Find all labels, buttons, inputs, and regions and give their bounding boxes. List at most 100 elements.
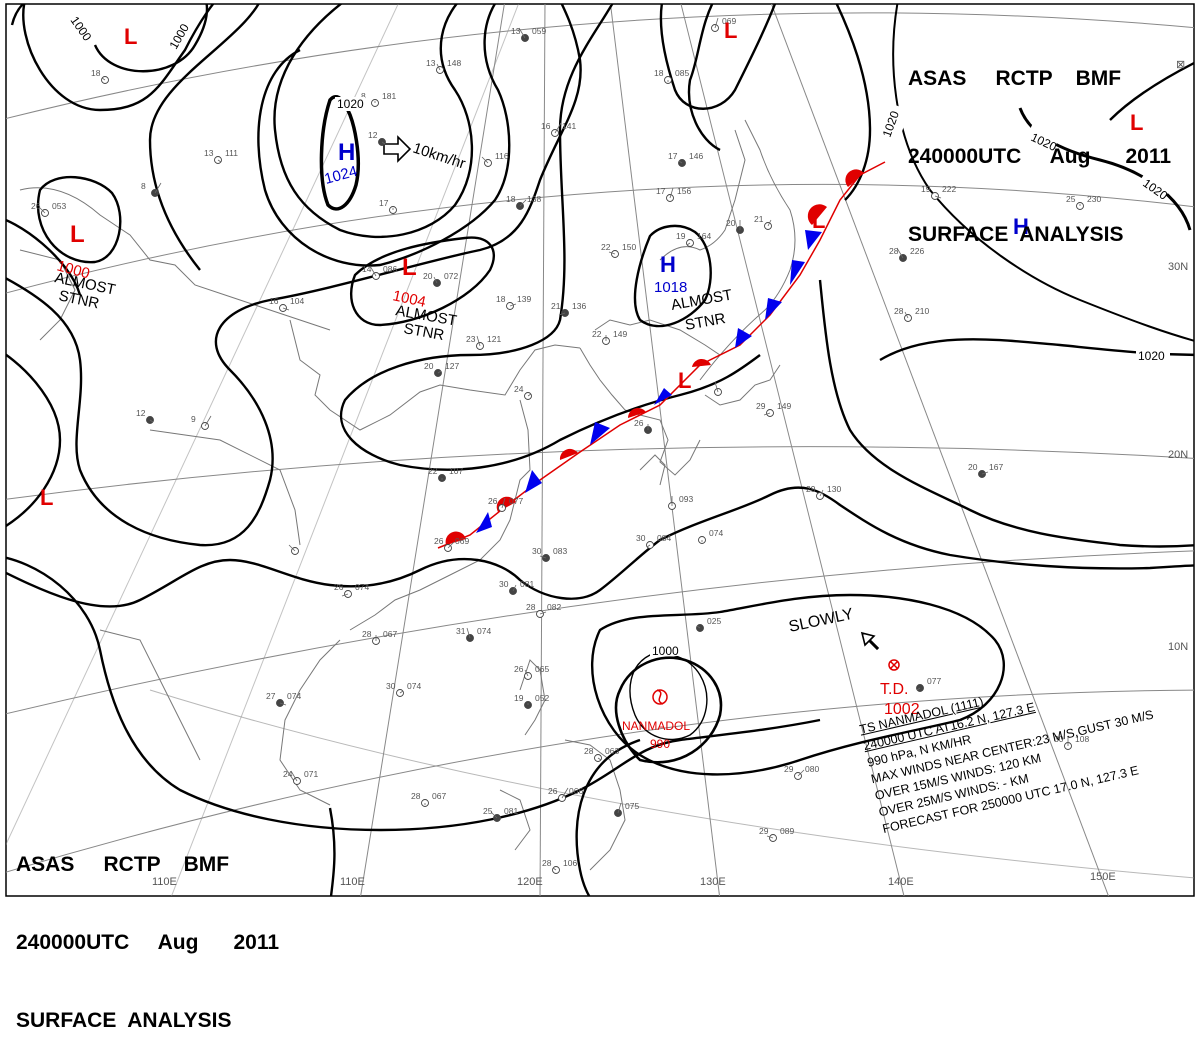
station-temperature: 30	[386, 681, 396, 691]
ts-name: NANMADOL	[622, 719, 690, 733]
station-pressure: 067	[383, 629, 397, 639]
station-pressure: 138	[527, 194, 541, 204]
station-plot: 21 136	[551, 301, 586, 317]
lon-label: 150E	[1090, 871, 1116, 883]
station-temperature: 23	[466, 334, 476, 344]
isobar-label: 1020	[1138, 349, 1165, 363]
station-pressure: 077	[927, 676, 941, 686]
station-plot: 19 222	[921, 184, 956, 200]
wind-barb	[447, 541, 455, 549]
station-pressure: 077	[509, 496, 523, 506]
graticule	[6, 4, 1194, 896]
station-plot: 30 074	[386, 681, 421, 697]
station-plot: 19 052	[514, 693, 549, 709]
wind-barb	[476, 335, 481, 347]
high-letter: H	[338, 139, 355, 166]
wind-barb	[490, 811, 498, 819]
station-plot: 077	[916, 676, 941, 692]
station-plot: 18 139	[496, 294, 531, 310]
station-temperature: 28	[894, 306, 904, 316]
station-pressure: 121	[487, 334, 501, 344]
station-pressure: 085	[675, 68, 689, 78]
station-plot: 093	[668, 494, 693, 510]
station-temperature: 18	[496, 294, 506, 304]
station-plot: 28 210	[894, 306, 929, 322]
station-plot: 075	[614, 801, 639, 817]
station-temperature: 21	[754, 214, 764, 224]
station-plot: 14 086	[362, 264, 397, 280]
station-plot: 23 121	[466, 334, 501, 350]
low-letter: L	[402, 254, 417, 281]
map-header-top-right: ASAS RCTP BMF 240000UTC Aug 2011 SURFACE…	[908, 14, 1171, 274]
station-temperature: 29	[759, 826, 769, 836]
station-temperature: 28	[584, 746, 594, 756]
station-plot: 9	[191, 414, 212, 430]
station-plot: 17 146	[668, 151, 703, 167]
td-pressure: 1002	[884, 701, 920, 718]
wind-barb	[904, 311, 909, 319]
station-pressure: 146	[689, 151, 703, 161]
station-plot: 28 063	[584, 746, 619, 762]
station-pressure: 067	[432, 791, 446, 801]
high-pressure-value: 1018	[654, 279, 687, 296]
station-pressure: 074	[287, 691, 301, 701]
header-product-line: ASAS RCTP BMF	[908, 67, 1122, 90]
station-plot: 18 138	[506, 194, 541, 210]
station-pressure: 230	[1087, 194, 1101, 204]
station-temperature: 29	[784, 764, 794, 774]
station-pressure: 181	[382, 91, 396, 101]
wind-barb	[282, 307, 290, 311]
low-letter: L	[724, 18, 737, 43]
station-plot	[288, 544, 299, 555]
station-plot: 28 067	[362, 629, 397, 645]
station-pressure: 082	[547, 602, 561, 612]
wind-barb	[763, 412, 771, 416]
station-pressure: 167	[989, 462, 1003, 472]
wind-barb	[819, 489, 824, 497]
station-temperature: 26	[634, 418, 644, 428]
wind-barb	[290, 770, 298, 782]
station-temperature: 19	[514, 693, 524, 703]
station-plot: 19 164	[676, 231, 711, 247]
station-pressure: 025	[707, 616, 721, 626]
station-pressure: 080	[805, 764, 819, 774]
station-plot: 29 089	[759, 826, 794, 842]
station-temperature: 26	[514, 664, 524, 674]
station-temperature: 16	[269, 296, 279, 306]
station-pressure: 222	[942, 184, 956, 194]
station-plot: 31 074	[456, 626, 491, 642]
motion-arrow-nw	[860, 631, 880, 651]
station-plot: 26 066	[548, 786, 583, 802]
station-temperature: 22	[428, 466, 438, 476]
wind-barb	[608, 251, 616, 255]
header-title-line: SURFACE ANALYSIS	[16, 1009, 232, 1032]
station-pressure: 104	[290, 296, 304, 306]
motion-arrow-ne	[383, 135, 412, 163]
station-temperature: 26	[548, 786, 558, 796]
wind-barb	[204, 415, 212, 427]
wind-barb	[437, 370, 442, 374]
lat-label: 20N	[1168, 449, 1188, 461]
wind-barb	[509, 303, 517, 307]
lon-label: 110E	[340, 876, 365, 888]
station-temperature: 25	[1066, 194, 1076, 204]
station-plot: 16 104	[269, 296, 304, 312]
station-temperature: 30	[1054, 734, 1064, 744]
station-plot: 26 074	[334, 582, 369, 598]
station-plot: 13 059	[511, 26, 546, 42]
station-temperature: 19	[921, 184, 931, 194]
wind-barb	[597, 757, 602, 761]
station-plot: 12	[136, 408, 154, 424]
station-plot: 20 072	[423, 271, 458, 287]
station-temperature: 8	[361, 91, 366, 101]
low-pressure-value: 1004	[391, 287, 427, 311]
station-plot: 20 127	[424, 361, 459, 377]
wind-barb	[527, 393, 532, 397]
wind-barb	[558, 312, 566, 316]
station-temperature: 17	[379, 198, 389, 208]
station-plot: 26 065	[514, 664, 549, 680]
wind-barb	[433, 276, 438, 284]
station-plot: 29 149	[756, 401, 791, 417]
